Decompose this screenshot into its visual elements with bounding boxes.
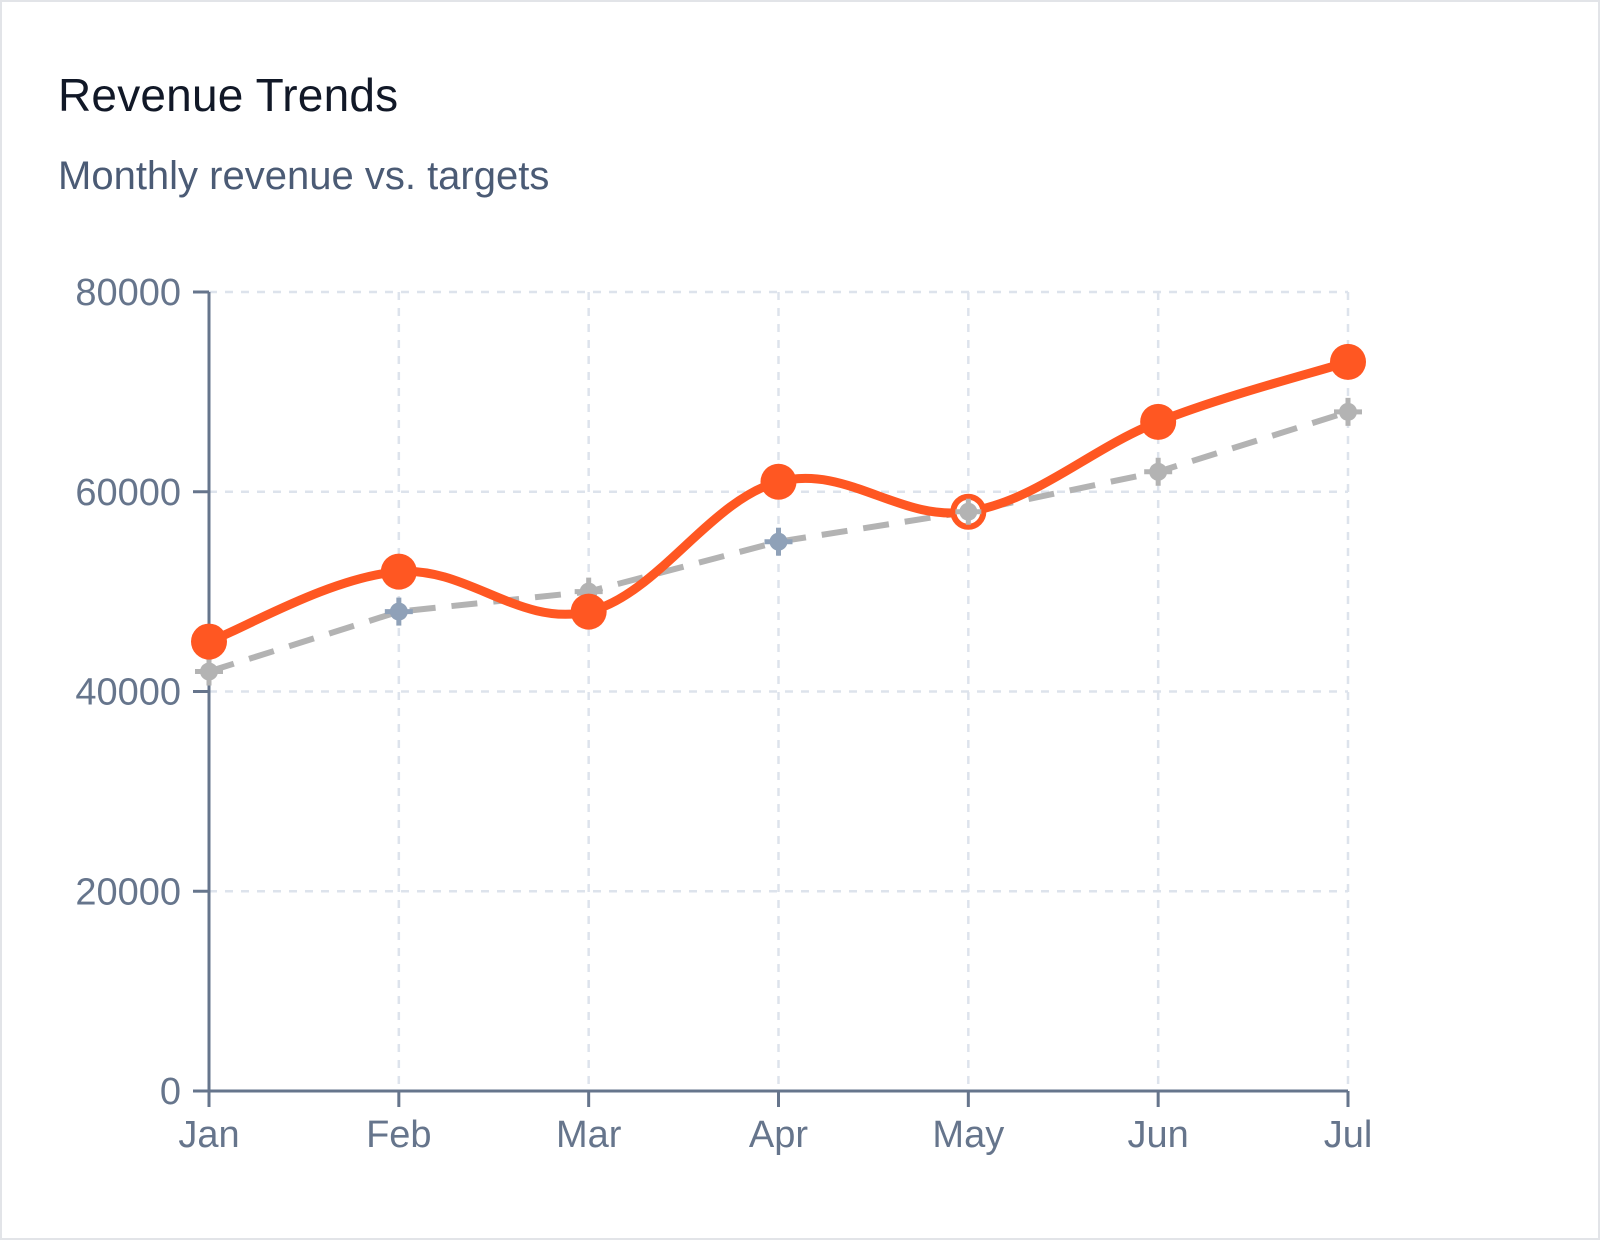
target-point-overlay xyxy=(955,498,982,525)
target-point xyxy=(1334,397,1362,426)
revenue-point xyxy=(1330,343,1366,380)
y-tick-label: 20000 xyxy=(75,871,181,913)
target-point xyxy=(384,597,413,626)
x-tick-label: Mar xyxy=(556,1114,622,1156)
target-point xyxy=(764,527,793,556)
chart-subtitle: Monthly revenue vs. targets xyxy=(58,154,550,198)
revenue-point xyxy=(1140,403,1177,440)
y-tick-label: 60000 xyxy=(75,472,181,514)
revenue-point xyxy=(380,553,417,590)
revenue-point xyxy=(191,623,227,660)
x-tick-label: Jul xyxy=(1324,1114,1373,1156)
y-tick-label: 40000 xyxy=(75,672,181,714)
axes: 0 20000 40000 60000 80000 Jan Feb Mar Apr May Jun J… xyxy=(75,272,1372,1156)
y-tick-label: 80000 xyxy=(75,272,181,314)
target-point xyxy=(195,657,223,686)
x-tick-label: May xyxy=(932,1114,1004,1156)
revenue-series xyxy=(191,343,1366,660)
revenue-point xyxy=(570,593,607,630)
chart-title: Revenue Trends xyxy=(58,69,399,121)
y-tick-label: 0 xyxy=(160,1071,181,1113)
x-tick-label: Jun xyxy=(1128,1114,1189,1156)
target-point xyxy=(1144,457,1173,486)
x-tick-label: Feb xyxy=(366,1114,431,1156)
revenue-point xyxy=(760,463,797,500)
x-tick-label: Jan xyxy=(178,1114,239,1156)
x-tick-label: Apr xyxy=(749,1114,808,1156)
